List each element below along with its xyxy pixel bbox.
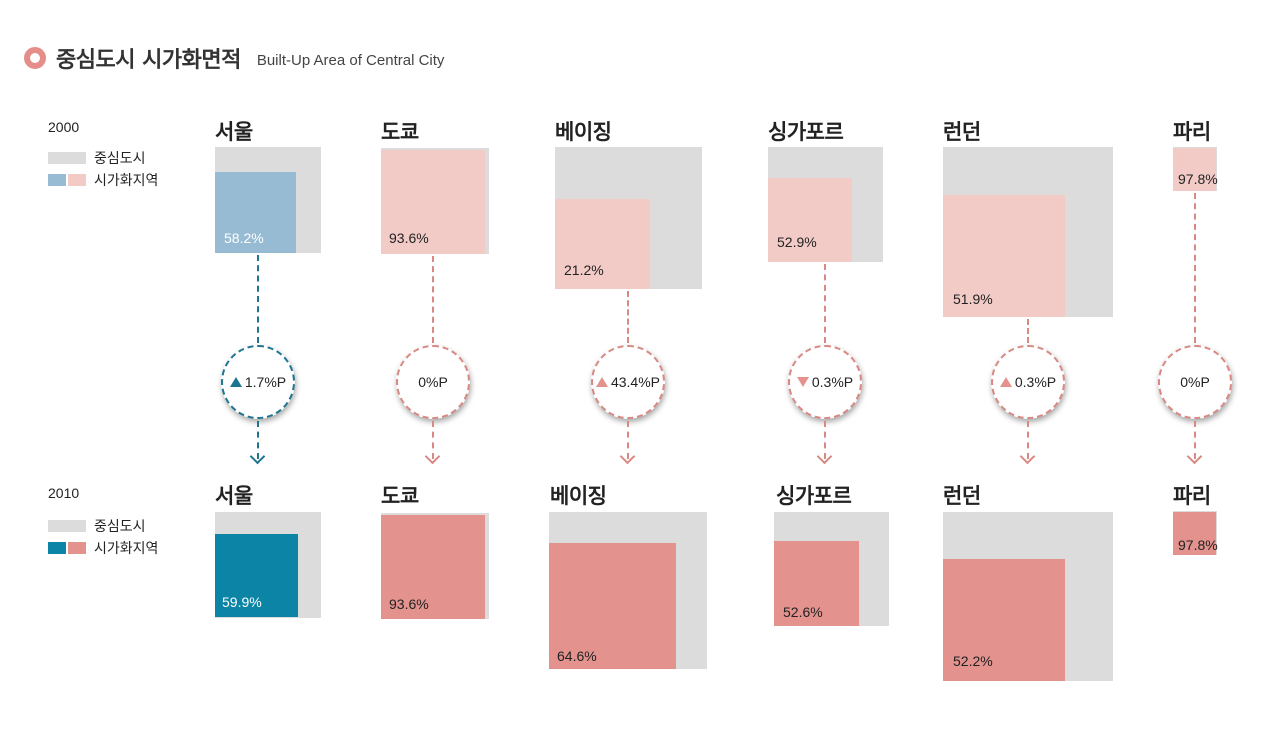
urbanized-box-2000-singapore	[768, 178, 852, 262]
pct-2010-seoul: 59.9%	[222, 594, 262, 610]
pct-2000-tokyo: 93.6%	[389, 230, 429, 246]
page-title: 중심도시 시가화면적 Built-Up Area of Central City	[24, 42, 444, 74]
title-english: Built-Up Area of Central City	[256, 51, 445, 69]
city-name-2000-seoul: 서울	[215, 120, 253, 144]
connector-bottom-london	[1027, 421, 1029, 459]
pct-2000-london: 51.9%	[953, 291, 993, 307]
pct-2000-beijing: 21.2%	[564, 262, 604, 278]
change-ring-tokyo: 0%P	[396, 345, 470, 419]
change-ring-singapore: 0.3%P	[788, 345, 862, 419]
city-name-2000-tokyo: 도쿄	[381, 120, 419, 144]
change-value-paris: 0%P	[1180, 374, 1210, 390]
title-korean: 중심도시 시가화면적	[56, 48, 241, 73]
legend-swatch-rose	[68, 542, 86, 554]
legend-swatch-blue	[48, 174, 66, 186]
pct-2010-paris: 97.8%	[1178, 537, 1218, 553]
chevron-down-icon	[1019, 448, 1036, 465]
urbanized-box-2000-london	[943, 195, 1065, 317]
pct-2000-singapore: 52.9%	[777, 234, 817, 250]
urbanized-box-2010-singapore	[774, 541, 859, 626]
connector-bottom-beijing	[627, 421, 629, 459]
connector-top-paris	[1194, 193, 1196, 343]
urbanized-box-2000-paris	[1173, 148, 1216, 191]
connector-bottom-seoul	[257, 421, 259, 459]
urbanized-box-2000-tokyo	[381, 150, 485, 254]
connector-top-singapore	[824, 264, 826, 343]
city-name-2010-paris: 파리	[1173, 484, 1211, 508]
triangle-down-icon	[796, 377, 809, 387]
connector-top-beijing	[627, 291, 629, 343]
change-value-london: 0.3%P	[1014, 374, 1057, 390]
chevron-down-icon	[1186, 448, 1203, 465]
city-name-2000-beijing: 베이징	[555, 120, 612, 144]
urbanized-box-2010-seoul	[215, 534, 298, 617]
change-value-seoul: 1.7%P	[244, 374, 287, 390]
city-name-2000-london: 런던	[943, 120, 981, 144]
change-value-tokyo: 0%P	[418, 374, 448, 390]
legend-swatch-pink	[68, 174, 86, 186]
legend-2000-urbanized: 시가화지역	[48, 170, 158, 190]
connector-top-london	[1027, 319, 1029, 343]
legend-2010-central-city: 중심도시	[48, 516, 146, 536]
legend-label: 중심도시	[94, 519, 146, 535]
city-name-2010-tokyo: 도쿄	[381, 484, 419, 508]
connector-top-seoul	[257, 255, 259, 343]
legend-2000-central-city: 중심도시	[48, 148, 146, 168]
legend-label: 중심도시	[94, 151, 146, 167]
urbanized-box-2010-london	[943, 559, 1065, 681]
pct-2010-london: 52.2%	[953, 653, 993, 669]
triangle-up-icon	[229, 377, 242, 387]
city-name-2010-london: 런던	[943, 484, 981, 508]
change-ring-seoul: 1.7%P	[221, 345, 295, 419]
city-name-2010-beijing: 베이징	[550, 484, 607, 508]
year-label-2000: 2000	[48, 119, 80, 135]
city-name-2000-singapore: 싱가포르	[768, 120, 844, 144]
city-name-2010-singapore: 싱가포르	[776, 484, 852, 508]
legend-swatch-grey	[48, 152, 86, 164]
chevron-down-icon	[249, 448, 266, 465]
pct-2000-seoul: 58.2%	[224, 230, 264, 246]
chevron-down-icon	[424, 448, 441, 465]
connector-bottom-paris	[1194, 421, 1196, 459]
pct-2010-tokyo: 93.6%	[389, 596, 429, 612]
triangle-up-icon	[999, 377, 1012, 387]
change-ring-paris: 0%P	[1158, 345, 1232, 419]
connector-bottom-singapore	[824, 421, 826, 459]
chevron-down-icon	[619, 448, 636, 465]
legend-swatch-grey	[48, 520, 86, 532]
urbanized-box-2010-paris	[1173, 512, 1216, 555]
urbanized-box-2010-beijing	[549, 543, 676, 669]
urbanized-box-2000-seoul	[215, 172, 296, 253]
pct-2000-paris: 97.8%	[1178, 171, 1218, 187]
pct-2010-singapore: 52.6%	[783, 604, 823, 620]
year-label-2010: 2010	[48, 485, 80, 501]
city-name-2000-paris: 파리	[1173, 120, 1211, 144]
legend-2010-urbanized: 시가화지역	[48, 538, 158, 558]
legend-swatch-teal	[48, 542, 66, 554]
change-value-beijing: 43.4%P	[610, 374, 661, 390]
change-ring-london: 0.3%P	[991, 345, 1065, 419]
triangle-up-icon	[595, 377, 608, 387]
urbanized-box-2000-beijing	[555, 199, 650, 289]
city-name-2010-seoul: 서울	[215, 484, 253, 508]
change-value-singapore: 0.3%P	[811, 374, 854, 390]
connector-bottom-tokyo	[432, 421, 434, 459]
urbanized-box-2010-tokyo	[381, 515, 485, 619]
legend-label: 시가화지역	[94, 173, 159, 189]
chevron-down-icon	[816, 448, 833, 465]
legend-label: 시가화지역	[94, 541, 159, 557]
title-bullet-icon	[24, 47, 46, 69]
connector-top-tokyo	[432, 256, 434, 343]
change-ring-beijing: 43.4%P	[591, 345, 665, 419]
pct-2010-beijing: 64.6%	[557, 648, 597, 664]
